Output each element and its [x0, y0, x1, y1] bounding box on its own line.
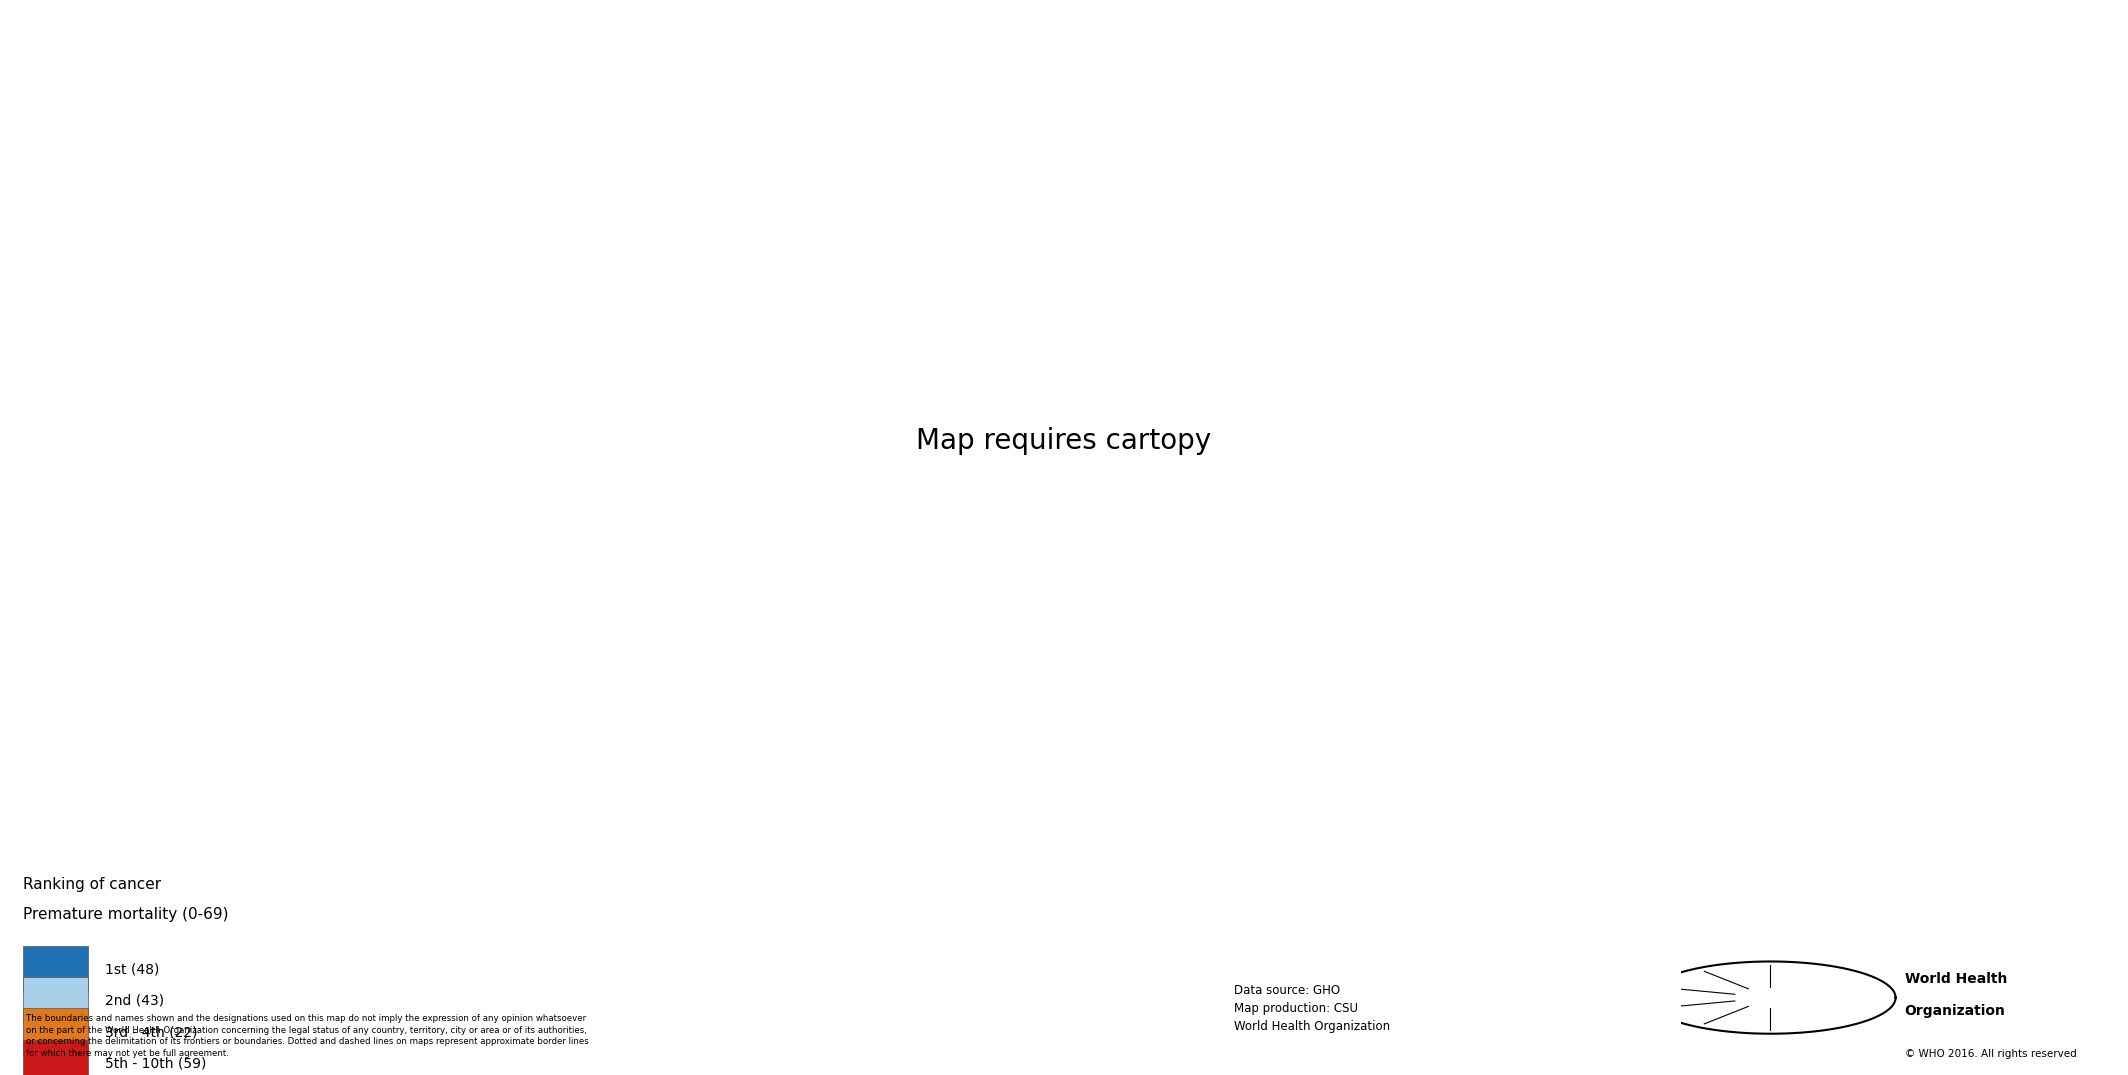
- Text: Data source: GHO
Map production: CSU
World Health Organization: Data source: GHO Map production: CSU Wor…: [1234, 984, 1390, 1033]
- Text: Premature mortality (0-69): Premature mortality (0-69): [23, 907, 230, 922]
- Bar: [23, 946, 87, 993]
- Text: 3rd - 4th (22): 3rd - 4th (22): [104, 1024, 198, 1040]
- Text: © WHO 2016. All rights reserved: © WHO 2016. All rights reserved: [1905, 1049, 2077, 1059]
- Bar: [23, 1040, 87, 1075]
- Text: Organization: Organization: [1905, 1004, 2005, 1018]
- Text: Ranking of cancer: Ranking of cancer: [23, 877, 162, 892]
- Text: Map requires cartopy: Map requires cartopy: [917, 427, 1211, 455]
- Text: The boundaries and names shown and the designations used on this map do not impl: The boundaries and names shown and the d…: [26, 1014, 587, 1058]
- Bar: [23, 977, 87, 1024]
- Text: 2nd (43): 2nd (43): [104, 993, 164, 1008]
- Text: World Health: World Health: [1905, 972, 2007, 986]
- Text: 5th - 10th (59): 5th - 10th (59): [104, 1056, 206, 1071]
- Bar: [23, 1008, 87, 1056]
- Text: 1st (48): 1st (48): [104, 962, 160, 977]
